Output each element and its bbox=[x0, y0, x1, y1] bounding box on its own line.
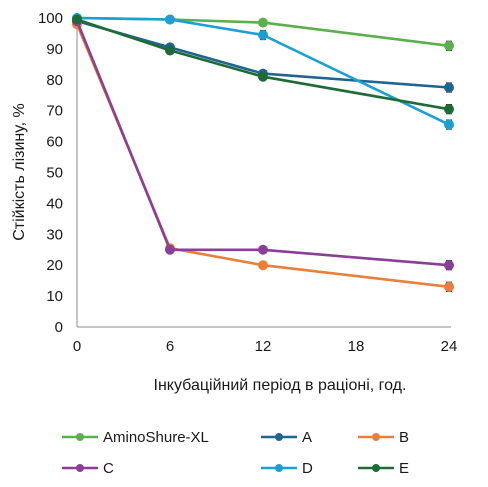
x-tick-label: 0 bbox=[73, 338, 81, 355]
series-e bbox=[72, 14, 454, 115]
y-tick-label: 90 bbox=[46, 41, 63, 58]
legend-marker bbox=[76, 464, 84, 472]
legend-label: B bbox=[399, 429, 409, 446]
data-point bbox=[444, 260, 454, 271]
legend-label: E bbox=[399, 460, 409, 477]
legend-marker bbox=[76, 433, 84, 441]
y-tick-label: 80 bbox=[46, 72, 63, 89]
data-point bbox=[72, 14, 82, 25]
y-tick-label: 60 bbox=[46, 134, 63, 151]
y-tick-label: 100 bbox=[38, 10, 63, 27]
legend-item: A bbox=[261, 429, 312, 446]
legend-item: AminoShure-XL bbox=[62, 429, 209, 446]
data-point bbox=[444, 119, 454, 130]
x-axis-title: Інкубаційний період в раціоні, год. bbox=[154, 377, 407, 394]
legend-item: E bbox=[358, 460, 409, 477]
y-tick-label: 20 bbox=[46, 257, 63, 274]
data-point bbox=[165, 14, 175, 25]
data-point bbox=[444, 104, 454, 115]
legend-label: D bbox=[302, 460, 313, 477]
y-tick-label: 40 bbox=[46, 195, 63, 212]
y-tick-label: 50 bbox=[46, 165, 63, 182]
series-line bbox=[75, 20, 450, 267]
x-tick-label: 6 bbox=[166, 338, 174, 355]
series-layer bbox=[72, 13, 454, 292]
legend-label: AminoShure-XL bbox=[103, 429, 209, 446]
y-tick-label: 10 bbox=[46, 288, 63, 305]
axes: 0 10 20 30 40 50 60 70 80 90 100 0 6 12 18 24 bbox=[38, 10, 457, 355]
legend-item: C bbox=[62, 460, 114, 477]
legend-marker bbox=[275, 433, 283, 441]
data-point bbox=[165, 244, 175, 255]
x-tick-label: 18 bbox=[348, 338, 365, 355]
data-point bbox=[258, 29, 268, 40]
legend: AminoShure-XL A B C D E bbox=[62, 429, 409, 477]
legend-label: C bbox=[103, 460, 114, 477]
data-point bbox=[444, 82, 454, 93]
y-tick-label: 30 bbox=[46, 226, 63, 243]
y-axis-title: Стійкість лізину, % bbox=[11, 103, 28, 241]
data-point bbox=[258, 71, 268, 82]
series-c bbox=[72, 16, 454, 271]
data-point bbox=[444, 40, 454, 51]
series-line bbox=[76, 16, 450, 126]
data-point bbox=[258, 244, 268, 255]
legend-marker bbox=[372, 433, 380, 441]
legend-item: D bbox=[261, 460, 313, 477]
y-tick-label: 70 bbox=[46, 103, 63, 120]
legend-marker bbox=[275, 464, 283, 472]
x-tick-label: 24 bbox=[441, 338, 458, 355]
data-point bbox=[444, 281, 454, 292]
data-point bbox=[258, 260, 268, 271]
x-tick-label: 12 bbox=[255, 338, 272, 355]
data-point bbox=[258, 17, 268, 28]
legend-marker bbox=[372, 464, 380, 472]
legend-label: A bbox=[302, 429, 312, 446]
legend-item: B bbox=[358, 429, 409, 446]
series-line bbox=[76, 18, 450, 111]
y-tick-label: 0 bbox=[55, 319, 63, 336]
data-point bbox=[165, 45, 175, 56]
